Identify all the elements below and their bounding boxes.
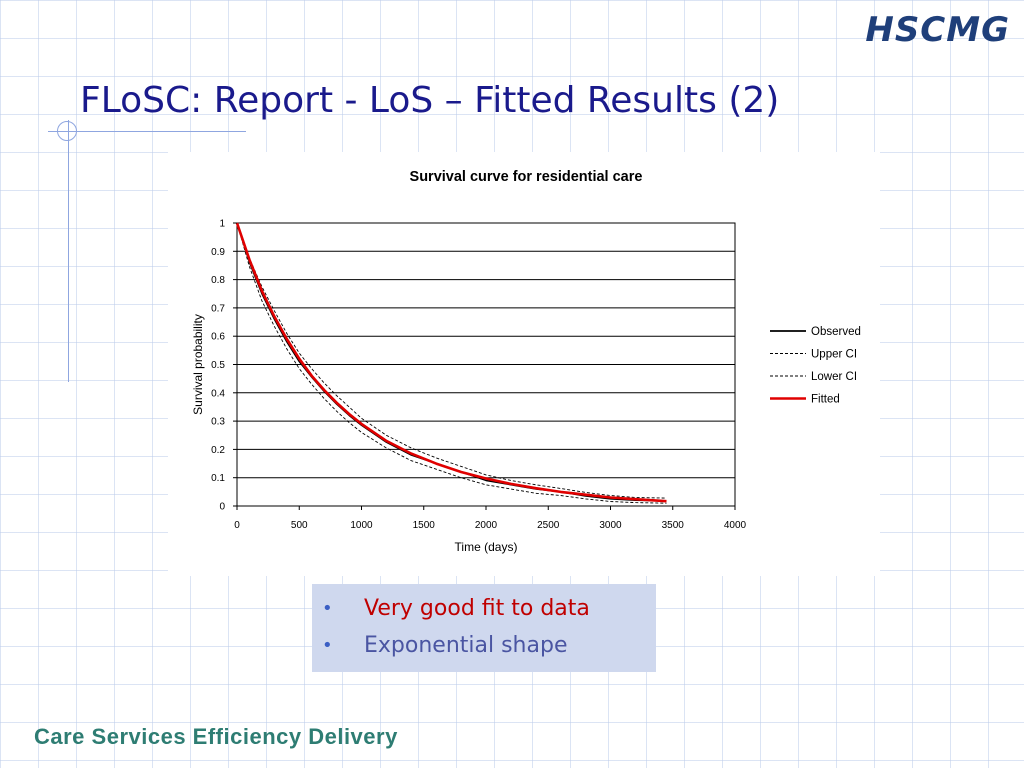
bullet-list: • Very good fit to data • Exponential sh… <box>312 590 656 664</box>
y-tick-label: 0.8 <box>211 275 225 286</box>
y-tick-label: 0.2 <box>211 445 225 456</box>
hscmg-logo: HSCMG <box>865 10 1010 50</box>
y-tick-label: 0.7 <box>211 303 225 314</box>
y-tick-label: 0.6 <box>211 332 225 343</box>
x-tick-label: 1000 <box>350 520 373 531</box>
bullet-box: • Very good fit to data • Exponential sh… <box>312 584 656 672</box>
chart-series <box>235 222 667 504</box>
x-tick-label: 0 <box>234 520 240 531</box>
y-tick-label: 0.5 <box>211 360 225 371</box>
x-tick-label: 3500 <box>662 520 685 531</box>
chart-svg: Survival curve for residential care 0 0.1… <box>191 169 861 554</box>
y-tick-label: 0.1 <box>211 473 225 484</box>
decorative-circle <box>57 121 77 141</box>
chart-title: Survival curve for residential care <box>410 169 643 185</box>
bullet-icon: • <box>322 598 333 619</box>
chart-legend: Observed Upper CI Lower CI Fitted <box>770 326 861 406</box>
x-tick-label: 4000 <box>724 520 747 531</box>
footer-text: Care Services Efficiency Delivery <box>34 724 398 749</box>
y-axis-label: Survival probability <box>191 314 205 415</box>
legend-label: Fitted <box>811 394 840 406</box>
decorative-horizontal-line <box>48 131 246 132</box>
x-tick-label: 2500 <box>537 520 560 531</box>
x-tick-label: 1500 <box>413 520 436 531</box>
x-tick-label: 2000 <box>475 520 498 531</box>
legend-label: Observed <box>811 326 861 338</box>
y-tick-label: 1 <box>219 219 225 230</box>
y-tick-label: 0.9 <box>211 247 225 258</box>
x-tick-label: 500 <box>291 520 308 531</box>
legend-label: Upper CI <box>811 349 857 361</box>
bullet-text: Very good fit to data <box>364 596 590 621</box>
bullet-item-good-fit: • Very good fit to data <box>312 590 656 627</box>
series-line-lower-ci <box>236 222 667 504</box>
chart-gridlines <box>237 222 735 507</box>
y-tick-label: 0 <box>219 502 225 513</box>
x-axis-label: Time (days) <box>455 540 518 554</box>
chart-ticks: 0 0.1 0.2 0.3 0.4 0.5 0.6 0.7 0.8 0.9 1 0 500 1000 150… <box>211 219 746 532</box>
bullet-text: Exponential shape <box>364 633 568 658</box>
legend-label: Lower CI <box>811 371 857 383</box>
series-line-upper-ci <box>236 222 667 499</box>
y-tick-label: 0.4 <box>211 388 225 399</box>
bullet-item-exponential: • Exponential shape <box>312 627 656 664</box>
bullet-icon: • <box>322 635 333 656</box>
x-tick-label: 3000 <box>599 520 622 531</box>
survival-chart: Survival curve for residential care 0 0.1… <box>168 152 880 576</box>
series-line-fitted <box>235 222 667 503</box>
y-tick-label: 0.3 <box>211 417 225 428</box>
slide-title: FLoSC: Report - LoS – Fitted Results (2) <box>80 80 780 121</box>
decorative-vertical-line <box>68 120 69 382</box>
